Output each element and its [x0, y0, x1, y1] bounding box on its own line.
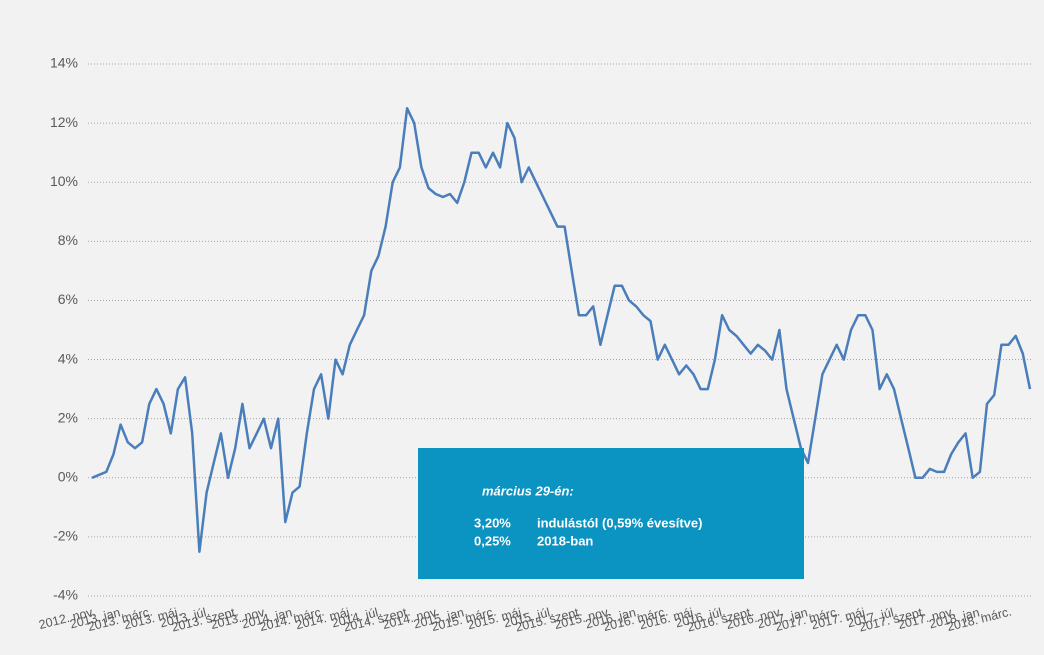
y-tick-label: 4%: [58, 350, 78, 366]
y-tick-label: 12%: [50, 114, 78, 130]
y-tick-label: -2%: [53, 528, 78, 544]
data-line: [91, 107, 1032, 553]
annotation-value: 3,20%: [474, 515, 511, 530]
y-tick-label: 8%: [58, 232, 78, 248]
y-tick-label: 6%: [58, 291, 78, 307]
annotation-heading: március 29-én:: [482, 483, 574, 498]
y-tick-label: -4%: [53, 587, 78, 603]
annotation-value: 0,25%: [474, 533, 511, 548]
y-tick-label: 10%: [50, 173, 78, 189]
annotation-box: [418, 448, 804, 579]
y-tick-label: 2%: [58, 409, 78, 425]
annotation-text: indulástól (0,59% évesítve): [537, 515, 702, 530]
y-tick-label: 0%: [58, 468, 78, 484]
y-tick-label: 14%: [50, 55, 78, 71]
annotation-text: 2018-ban: [537, 533, 593, 548]
